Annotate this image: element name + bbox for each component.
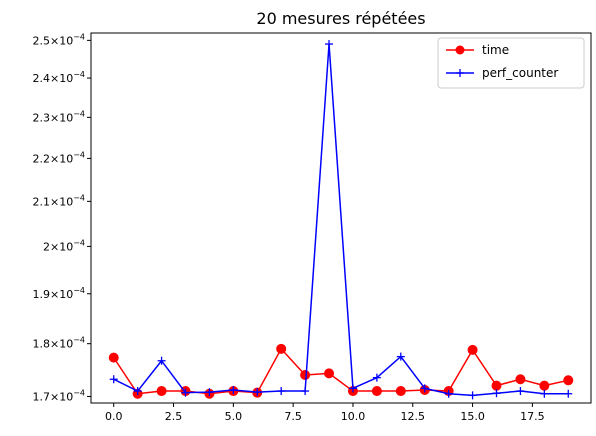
- x-tick-label: 5.0: [225, 410, 243, 423]
- y-axis: 1.7×10−4 1.8×10−4 1.9×10−4 2×10−4 2.1×10−4 2.…: [32, 32, 91, 403]
- legend-item-perf_counter: perf_counter: [446, 66, 558, 80]
- legend: time perf_counter: [437, 37, 585, 89]
- data-point-time: [395, 386, 406, 397]
- data-point-time: [156, 386, 167, 397]
- data-point-perf_counter: [253, 388, 262, 397]
- data-point-perf_counter: [564, 389, 573, 398]
- data-point-time: [491, 380, 502, 391]
- legend-marker: [455, 45, 465, 55]
- data-point-perf_counter: [133, 387, 142, 396]
- y-tick-label: 1.9×10−4: [32, 286, 85, 301]
- data-point-perf_counter: [468, 391, 477, 400]
- x-tick-label: 7.5: [284, 410, 302, 423]
- data-point-perf_counter: [492, 389, 501, 398]
- y-tick-label: 2.4×10−4: [32, 70, 85, 85]
- data-point-perf_counter: [372, 373, 381, 382]
- legend-item-time: time: [446, 43, 509, 57]
- data-point-time: [371, 386, 382, 397]
- data-point-time: [467, 344, 478, 355]
- y-tick-label: 2.1×10−4: [32, 193, 85, 208]
- data-point-perf_counter: [157, 356, 166, 365]
- x-axis: 0.0 2.5 5.0 7.5 10.0 12.5 15.0 17.5: [105, 403, 545, 423]
- data-point-perf_counter: [540, 389, 549, 398]
- data-point-time: [108, 352, 119, 363]
- x-tick-label: 0.0: [105, 410, 123, 423]
- data-point-perf_counter: [301, 387, 310, 396]
- x-tick-label: 10.0: [341, 410, 366, 423]
- data-point-perf_counter: [277, 387, 286, 396]
- y-tick-label: 2.2×10−4: [32, 150, 85, 165]
- legend-box: [437, 37, 585, 89]
- data-point-perf_counter: [348, 384, 357, 393]
- x-tick-label: 2.5: [165, 410, 183, 423]
- y-tick-label: 2.3×10−4: [32, 109, 85, 124]
- data-point-time: [563, 375, 574, 386]
- chart-title: 20 mesures répétées: [256, 9, 425, 28]
- data-point-perf_counter: [109, 375, 118, 384]
- data-point-time: [515, 374, 526, 385]
- y-tick-label: 2×10−4: [43, 238, 85, 253]
- data-point-perf_counter: [396, 352, 405, 361]
- legend-label: perf_counter: [482, 66, 558, 80]
- axes-frame: [90, 32, 592, 404]
- data-point-perf_counter: [205, 388, 214, 397]
- data-point-perf_counter: [516, 387, 525, 396]
- data-point-time: [276, 343, 287, 354]
- x-tick-label: 17.5: [520, 410, 545, 423]
- data-point-perf_counter: [181, 388, 190, 397]
- data-point-perf_counter: [444, 389, 453, 398]
- data-point-time: [300, 369, 311, 380]
- legend-label: time: [482, 43, 509, 57]
- y-tick-label: 1.8×10−4: [32, 336, 85, 351]
- data-point-perf_counter: [325, 40, 334, 49]
- data-point-perf_counter: [229, 385, 238, 394]
- x-tick-label: 12.5: [401, 410, 426, 423]
- data-point-time: [324, 368, 335, 379]
- data-point-perf_counter: [420, 384, 429, 393]
- y-tick-label: 1.7×10−4: [32, 388, 85, 403]
- x-tick-label: 15.0: [460, 410, 485, 423]
- plot-area: [108, 40, 574, 400]
- data-point-time: [539, 380, 550, 391]
- y-tick-label: 2.5×10−4: [32, 32, 85, 47]
